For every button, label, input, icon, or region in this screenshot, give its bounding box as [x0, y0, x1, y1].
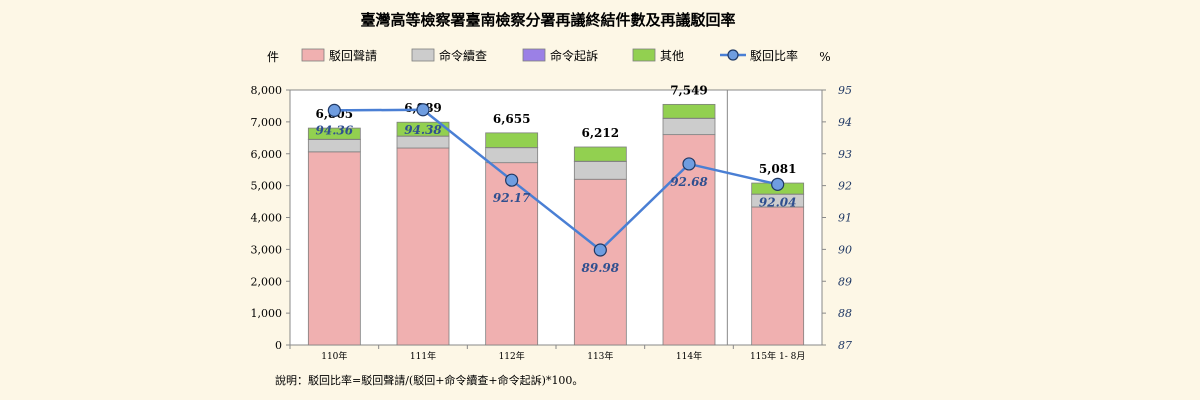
rate-point [593, 243, 607, 257]
left-tick-label: 5,000 [251, 180, 283, 193]
footnote: 說明：駁回比率=駁回聲請/(駁回+命令續查+命令起訴)*100。 [275, 373, 583, 387]
bar-total-label: 7,549 [670, 83, 708, 97]
rate-data-label: 89.98 [582, 261, 620, 275]
bar-segment-2 [485, 147, 539, 164]
right-tick-label: 90 [838, 243, 852, 256]
bar-segment-1 [307, 151, 361, 346]
left-axis-unit: 件 [267, 50, 279, 64]
left-tick-label: 6,000 [251, 148, 283, 161]
left-tick-label: 8,000 [251, 84, 283, 97]
left-tick-label: 4,000 [251, 212, 283, 225]
x-tick-label: 110年 [321, 350, 347, 362]
rate-data-label: 92.68 [670, 175, 708, 189]
rate-point [771, 177, 785, 191]
right-tick-label: 89 [838, 275, 852, 288]
x-tick-label: 115年 1- 8月 [750, 350, 805, 362]
left-tick-label: 3,000 [251, 243, 283, 256]
legend-swatch-2 [411, 48, 435, 62]
legend-label: 其他 [660, 49, 684, 63]
bar-total-label: 6,212 [582, 126, 620, 140]
legend-label: 命令起訴 [550, 48, 598, 63]
rate-data-label: 94.38 [404, 123, 442, 137]
bar-segment-4 [485, 132, 539, 148]
bar-segment-1 [573, 178, 627, 346]
bar-segment-4 [662, 103, 716, 119]
bar-total-label: 5,081 [759, 162, 797, 176]
chart-title: 臺灣高等檢察署臺南檢察分署再議終結件數及再議駁回率 [360, 11, 735, 29]
rate-point [327, 103, 341, 118]
left-tick-label: 7,000 [251, 116, 283, 129]
legend-label: 駁回聲請 [329, 48, 377, 63]
bar-segment-1 [751, 206, 805, 346]
left-tick-label: 0 [275, 339, 282, 352]
bar-segment-2 [573, 160, 627, 180]
legend: 駁回聲請 命令續查 命令起訴 其他 駁回比率 [301, 48, 798, 63]
x-tick-label: 112年 [499, 350, 525, 362]
legend-label: 駁回比率 [750, 48, 798, 63]
bar-total-label: 6,655 [493, 112, 531, 126]
rate-point [682, 157, 696, 171]
plot-frame [289, 89, 823, 346]
left-tick-label: 1,000 [251, 307, 283, 320]
rate-data-label: 94.36 [316, 123, 354, 137]
right-axis-unit: % [819, 50, 830, 64]
legend-label: 命令續查 [439, 48, 487, 63]
plot-area: 0 1,000 2,000 3,000 4,000 5,000 6,000 7,000 8,00… [251, 83, 853, 362]
bar-segment-2 [307, 139, 361, 153]
right-tick-label: 91 [838, 212, 852, 225]
x-tick-label: 111年 [410, 350, 436, 362]
bar-segment-2 [396, 135, 450, 149]
right-tick-label: 88 [838, 307, 852, 320]
right-tick-label: 94 [838, 116, 852, 129]
right-tick-label: 87 [838, 339, 852, 352]
right-tick-label: 93 [838, 148, 852, 161]
rate-point [505, 173, 519, 187]
rate-data-label: 92.04 [759, 195, 797, 209]
legend-swatch-1 [301, 48, 325, 62]
legend-marker [727, 49, 739, 61]
bar-segment-2 [662, 117, 716, 136]
rate-data-label: 92.17 [493, 191, 531, 205]
right-tick-label: 95 [838, 84, 852, 97]
rate-line [334, 108, 778, 252]
bar-segment-4 [307, 127, 361, 140]
x-tick-label: 114年 [676, 350, 702, 362]
left-tick-label: 2,000 [251, 275, 283, 288]
x-tick-label: 113年 [587, 350, 613, 362]
bar-segment-1 [485, 162, 539, 346]
bar-segment-4 [573, 146, 627, 162]
legend-swatch-4 [632, 48, 656, 62]
rate-point [416, 103, 430, 117]
right-tick-label: 92 [838, 180, 852, 193]
legend-swatch-3 [522, 48, 546, 62]
bar-segment-1 [396, 147, 450, 346]
